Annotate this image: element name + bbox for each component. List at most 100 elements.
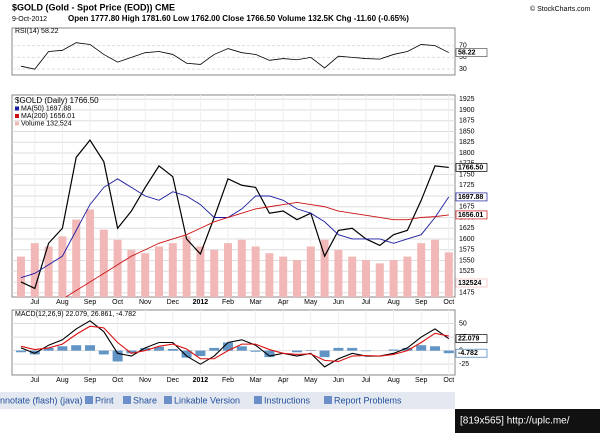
histogram-bar	[126, 350, 137, 354]
y-tick-label: 70	[459, 42, 467, 49]
volume-bar	[389, 259, 398, 297]
histogram-bar	[388, 349, 399, 351]
plot	[20, 42, 449, 70]
series-line	[64, 201, 449, 297]
header-date: 9-Oct-2012	[12, 16, 47, 23]
x-tick-label: Feb	[222, 377, 234, 384]
end-label: 58.22	[458, 49, 476, 56]
x-tick-label: Aug	[387, 377, 400, 384]
footer-bar	[0, 392, 455, 409]
volume-bar	[30, 243, 39, 297]
footer-link[interactable]: Share	[133, 395, 157, 405]
histogram-bar	[347, 347, 358, 351]
volume-bar	[251, 246, 260, 297]
series-line	[20, 325, 449, 363]
y-tick-label: 1550	[459, 257, 475, 264]
x-tick-label: Oct	[112, 377, 123, 384]
histogram-bar	[416, 345, 427, 351]
link-icon[interactable]	[123, 396, 131, 404]
histogram-bar	[250, 350, 261, 352]
histogram-bar	[140, 347, 151, 351]
volume-bar	[279, 256, 288, 297]
y-tick-label: 50	[459, 320, 467, 327]
y-tick-label: 1675	[459, 204, 475, 211]
x-tick-label: Sep	[415, 299, 428, 306]
x-tick-label: Jun	[333, 299, 344, 306]
series-line	[20, 42, 449, 70]
x-tick-label: Dec	[167, 377, 180, 384]
volume-bar	[113, 239, 122, 297]
series-line	[20, 139, 449, 290]
panel	[11, 27, 456, 76]
panel-title: MACD(12,26,9) 22.079, 26.861, -4.782	[15, 311, 136, 318]
histogram-bar	[29, 350, 40, 355]
footer-link[interactable]: Linkable Version	[174, 395, 240, 405]
volume-bar	[431, 239, 439, 297]
volume-bar	[320, 239, 329, 297]
y-tick-label: 1625	[459, 225, 475, 232]
legend-entry: MA(200) 1656.01	[21, 113, 75, 120]
legend-swatch	[15, 106, 19, 111]
x-tick-label: Jul	[362, 377, 371, 384]
y-tick-label: 50	[459, 54, 467, 61]
histogram-bar	[292, 350, 302, 353]
link-icon[interactable]	[164, 396, 172, 404]
panel	[11, 309, 456, 376]
y-tick-label: 1825	[459, 139, 475, 146]
histogram-bar	[361, 350, 371, 352]
x-tick-label: Jul	[362, 299, 371, 306]
x-tick-label: 2012	[193, 377, 209, 384]
histogram-bar	[16, 350, 26, 353]
legend-swatch	[15, 114, 19, 118]
end-label-box	[455, 348, 488, 358]
end-label-box	[455, 48, 488, 57]
histogram-bar	[402, 347, 413, 351]
footer-link[interactable]: Report Problems	[334, 395, 402, 405]
link-icon[interactable]	[324, 396, 332, 404]
volume-bar	[348, 256, 357, 297]
y-tick-label: 1875	[459, 118, 475, 125]
y-tick-label: -25	[459, 361, 469, 368]
volume-bar	[168, 243, 177, 297]
end-label: 1766.50	[458, 164, 483, 171]
y-tick-label: 30	[459, 66, 467, 73]
credit: © StockCharts.com	[530, 5, 591, 13]
volume-bar	[403, 256, 412, 297]
histogram-bar	[305, 350, 316, 351]
footer-link[interactable]: Print	[95, 395, 114, 405]
y-tick-label: 1900	[459, 107, 475, 114]
footer-link[interactable]: nnotate (flash) (java)	[0, 395, 83, 405]
volume-bar	[72, 219, 81, 297]
histogram-bar	[319, 350, 330, 358]
histogram-bar	[43, 347, 54, 351]
x-tick-label: Oct	[443, 299, 454, 306]
link-icon[interactable]	[85, 396, 93, 404]
y-tick-label: 1600	[459, 236, 475, 243]
x-tick-label: Aug	[387, 299, 400, 306]
volume-bar	[293, 259, 301, 297]
x-tick-label: Jun	[333, 377, 344, 384]
footer-link[interactable]: Instructions	[264, 395, 311, 405]
x-tick-label: Nov	[139, 377, 152, 384]
y-tick-label: 1750	[459, 171, 475, 178]
y-tick-label: 1475	[459, 290, 475, 297]
histogram-bar	[154, 346, 164, 351]
histogram-bar	[223, 342, 233, 351]
y-tick-label: 1725	[459, 182, 475, 189]
volume-bar	[86, 209, 94, 297]
volume-bar	[375, 263, 384, 297]
series-line	[20, 178, 450, 279]
x-tick-label: Oct	[112, 299, 123, 306]
x-tick-label: Sep	[84, 377, 97, 384]
x-tick-label: Sep	[415, 377, 428, 384]
end-label-box	[455, 163, 488, 172]
x-tick-label: Mar	[250, 377, 263, 384]
x-tick-label: Oct	[443, 377, 454, 384]
plot	[17, 139, 453, 297]
x-tick-label: Apr	[278, 299, 290, 306]
end-label: 1656.01	[458, 212, 483, 219]
volume-bar	[141, 253, 150, 297]
link-icon[interactable]	[254, 396, 262, 404]
histogram-bar	[167, 349, 178, 351]
